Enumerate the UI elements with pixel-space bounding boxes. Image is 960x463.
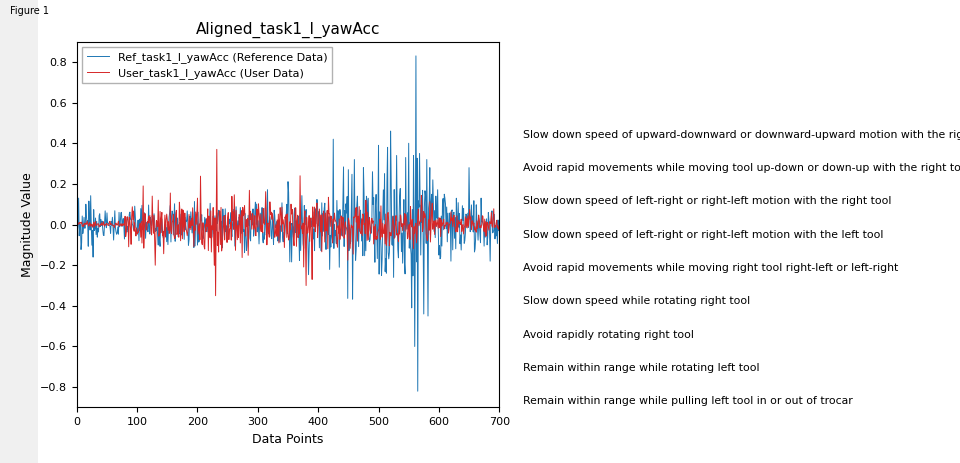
Text: Slow down speed of left-right or right-left motion with the left tool: Slow down speed of left-right or right-l… (523, 230, 883, 240)
User_task1_l_yawAcc (User Data) (400, 216, 412, 221)
Text: Slow down speed of left-right or right-left motion with the right tool: Slow down speed of left-right or right-l… (523, 196, 892, 206)
Ref_task1_l_yawAcc (Reference Data) (452, 200, 464, 206)
Ref_task1_l_yawAcc (Reference Data) (412, 388, 423, 394)
X-axis label: Data Points: Data Points (252, 433, 324, 446)
User_task1_l_yawAcc (User Data) (204, 235, 216, 241)
Text: Remain within range while pulling left tool in or out of trocar: Remain within range while pulling left t… (523, 396, 852, 407)
Text: Slow down speed while rotating right tool: Slow down speed while rotating right too… (523, 296, 751, 307)
Title: Aligned_task1_l_yawAcc: Aligned_task1_l_yawAcc (196, 21, 380, 38)
User_task1_l_yawAcc (User Data) (349, 213, 361, 219)
Line: Ref_task1_l_yawAcc (Reference Data): Ref_task1_l_yawAcc (Reference Data) (77, 56, 498, 391)
Ref_task1_l_yawAcc (Reference Data) (190, 215, 202, 220)
Ref_task1_l_yawAcc (Reference Data) (71, 198, 83, 203)
Text: Avoid rapidly rotating right tool: Avoid rapidly rotating right tool (523, 330, 694, 340)
Ref_task1_l_yawAcc (Reference Data) (492, 228, 504, 233)
User_task1_l_yawAcc (User Data) (492, 226, 504, 232)
User_task1_l_yawAcc (User Data) (210, 293, 222, 299)
Text: Slow down speed of upward-downward or downward-upward motion with the right tool: Slow down speed of upward-downward or do… (523, 130, 960, 140)
Ref_task1_l_yawAcc (Reference Data) (410, 53, 421, 59)
User_task1_l_yawAcc (User Data) (71, 223, 83, 229)
User_task1_l_yawAcc (User Data) (211, 147, 223, 152)
Legend: Ref_task1_l_yawAcc (Reference Data), User_task1_l_yawAcc (User Data): Ref_task1_l_yawAcc (Reference Data), Use… (83, 47, 332, 83)
Text: Avoid rapid movements while moving tool up-down or down-up with the right tool: Avoid rapid movements while moving tool … (523, 163, 960, 173)
User_task1_l_yawAcc (User Data) (174, 209, 185, 215)
Text: Remain within range while rotating left tool: Remain within range while rotating left … (523, 363, 759, 373)
Line: User_task1_l_yawAcc (User Data): User_task1_l_yawAcc (User Data) (77, 150, 498, 296)
Y-axis label: Magnitude Value: Magnitude Value (21, 172, 35, 277)
User_task1_l_yawAcc (User Data) (190, 209, 202, 215)
User_task1_l_yawAcc (User Data) (452, 222, 464, 228)
Ref_task1_l_yawAcc (Reference Data) (204, 200, 216, 206)
Ref_task1_l_yawAcc (Reference Data) (174, 219, 185, 225)
Ref_task1_l_yawAcc (Reference Data) (399, 271, 411, 277)
Text: Avoid rapid movements while moving right tool right-left or left-right: Avoid rapid movements while moving right… (523, 263, 899, 273)
Text: Figure 1: Figure 1 (10, 6, 49, 16)
Ref_task1_l_yawAcc (Reference Data) (348, 213, 360, 219)
